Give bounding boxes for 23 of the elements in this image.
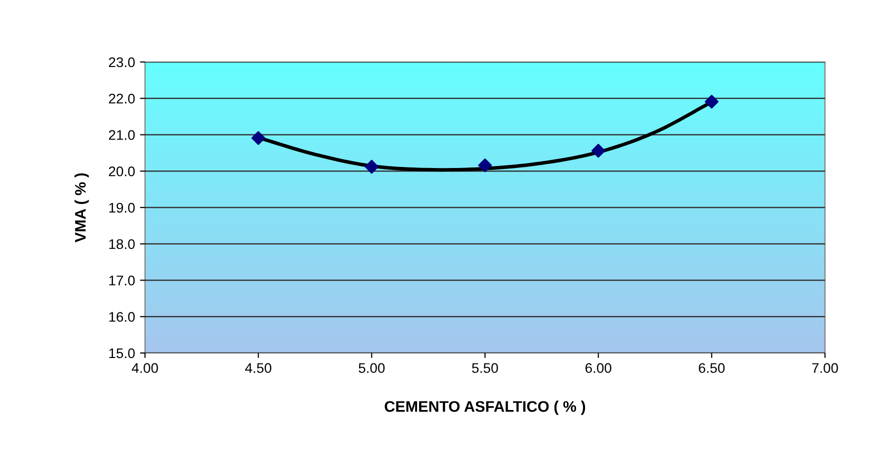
y-tick-label: 22.0 [108,94,135,104]
x-axis-title: CEMENTO ASFALTICO ( % ) [384,400,586,415]
y-tick-label: 19.0 [109,202,135,213]
y-tick-label: 20.0 [108,166,135,176]
x-tick-label: 5.50 [472,363,498,373]
y-tick-label: 16.0 [109,312,135,322]
point [251,131,266,145]
y-axis-title: VMA ( % ) [74,173,89,242]
y-tick-label: 23.0 [108,57,135,68]
x-tick-label: 7.00 [812,363,838,373]
x-tick-label: 6.00 [586,363,612,373]
y-tick-label: 17.0 [109,276,135,286]
x-tick-label: 4.50 [245,363,272,373]
x-tick-label: 4.00 [132,363,158,373]
point [591,144,606,158]
y-tick-label: 21.0 [108,130,135,140]
x-tick-label: 6.50 [698,363,725,373]
point [364,160,379,174]
point [704,94,719,109]
x-tick-label: 5.00 [358,363,385,373]
y-tick-label: 15.0 [109,348,135,358]
y-tick-label: 18.0 [109,239,135,250]
point [478,158,492,172]
